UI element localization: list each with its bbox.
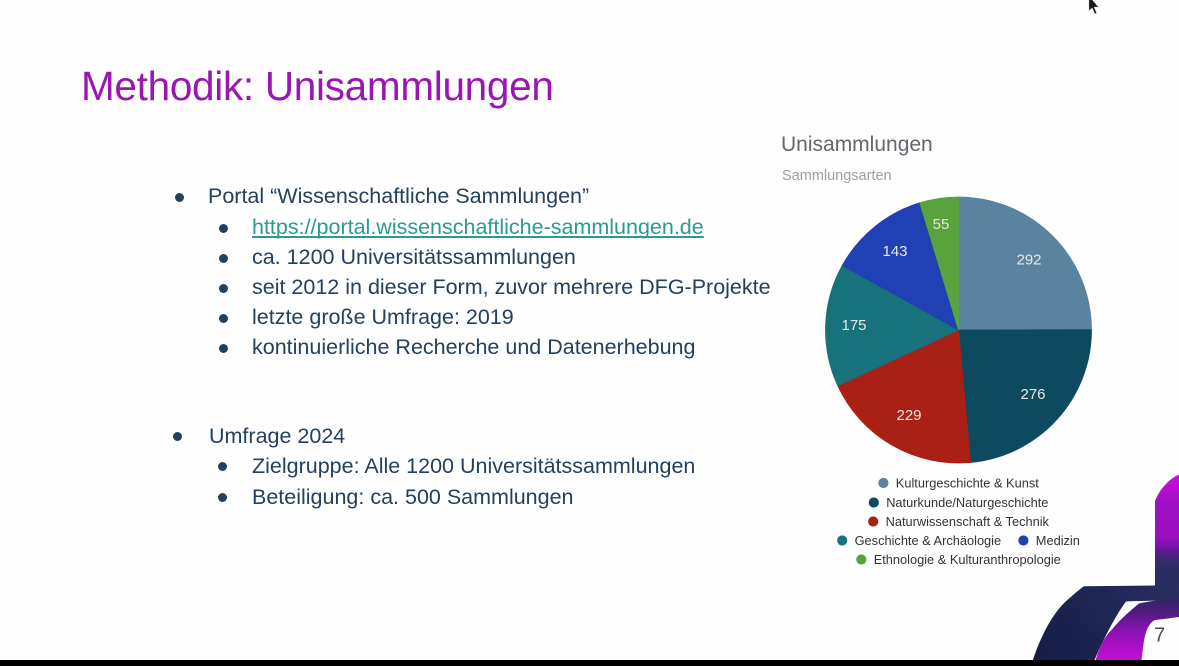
svg-text:55: 55 [933, 216, 950, 233]
svg-text:Sammlungsarten: Sammlungsarten [782, 168, 892, 184]
svg-text:Geschichte & Archäologie: Geschichte & Archäologie [855, 533, 1002, 548]
svg-text:276: 276 [1020, 386, 1045, 403]
svg-text:Naturkunde/Naturgeschichte: Naturkunde/Naturgeschichte [886, 495, 1048, 510]
svg-text:Ethnologie & Kulturanthropolog: Ethnologie & Kulturanthropologie [874, 552, 1061, 567]
svg-text:292: 292 [1016, 252, 1041, 269]
svg-text:Unisammlungen: Unisammlungen [781, 133, 933, 156]
svg-text:7: 7 [1154, 625, 1165, 647]
svg-text:Naturwissenschaft & Technik: Naturwissenschaft & Technik [886, 514, 1050, 529]
svg-text:143: 143 [882, 243, 907, 260]
svg-text:229: 229 [896, 407, 921, 424]
svg-text:Kulturgeschichte & Kunst: Kulturgeschichte & Kunst [896, 476, 1039, 491]
svg-text:Medizin: Medizin [1036, 533, 1080, 548]
svg-text:175: 175 [841, 317, 866, 334]
